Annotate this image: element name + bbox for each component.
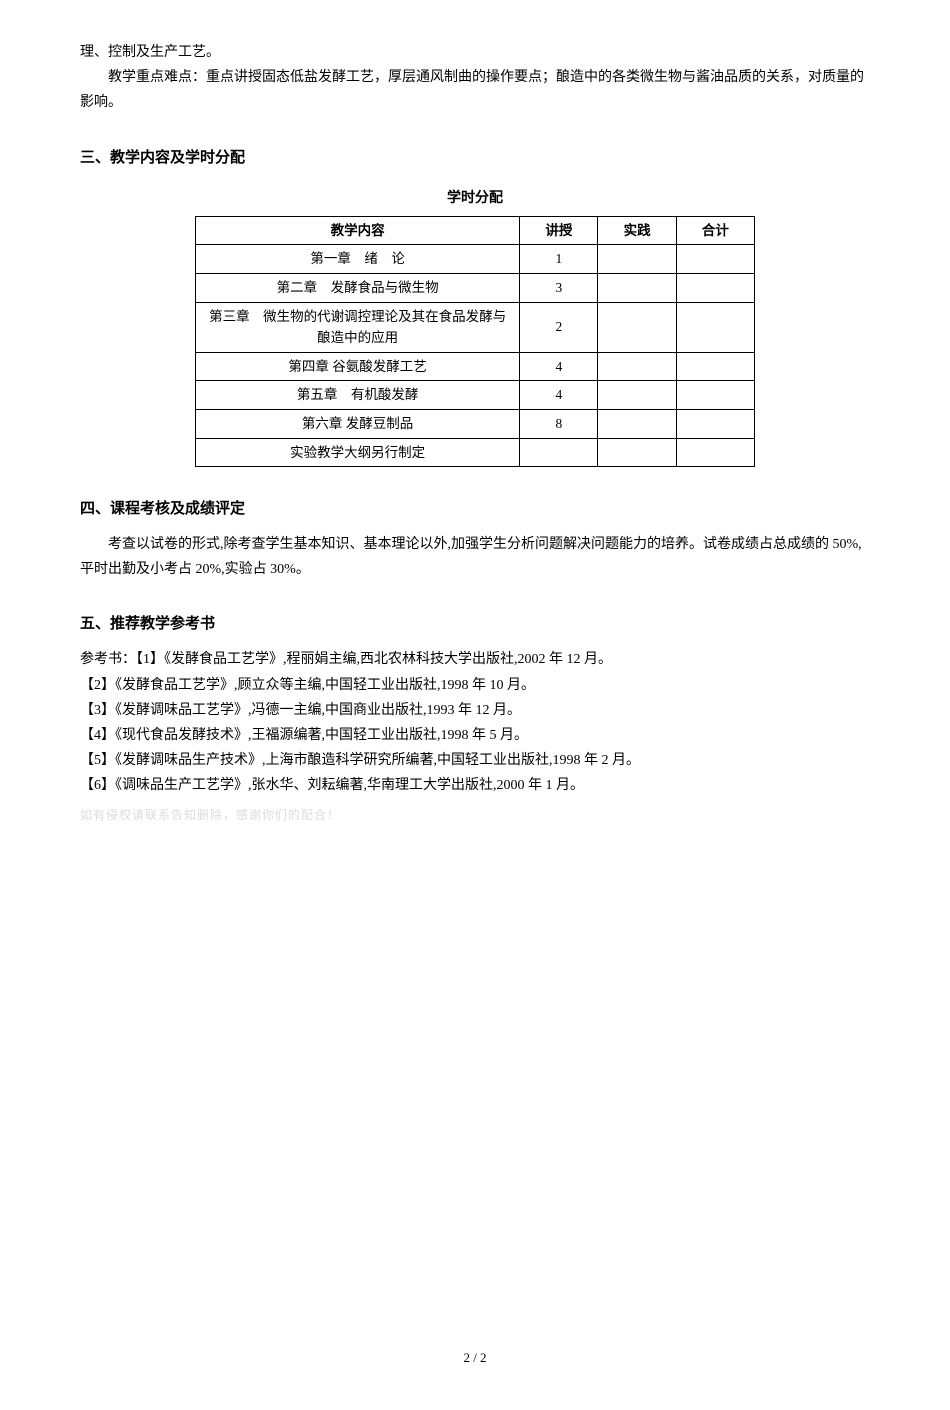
intro-line-2: 教学重点难点：重点讲授固态低盐发酵工艺，厚层通风制曲的操作要点；酿造中的各类微生… bbox=[80, 65, 870, 115]
table-row: 第六章 发酵豆制品 8 bbox=[196, 409, 755, 438]
cell: 4 bbox=[520, 352, 598, 381]
cell: 3 bbox=[520, 273, 598, 302]
cell: 第二章 发酵食品与微生物 bbox=[196, 273, 520, 302]
th-practice: 实践 bbox=[598, 216, 676, 245]
section-4-heading: 四、课程考核及成绩评定 bbox=[80, 495, 870, 522]
table-header-row: 教学内容 讲授 实践 合计 bbox=[196, 216, 755, 245]
th-content: 教学内容 bbox=[196, 216, 520, 245]
cell: 第五章 有机酸发酵 bbox=[196, 381, 520, 410]
watermark-text: 如有侵权请联系告知删除，感谢你们的配合！ bbox=[80, 805, 870, 827]
ref-line: 【3】《发酵调味品工艺学》,冯德一主编,中国商业出版社,1993 年 12 月。 bbox=[80, 698, 870, 723]
cell: 8 bbox=[520, 409, 598, 438]
section-4-body: 考查以试卷的形式,除考查学生基本知识、基本理论以外,加强学生分析问题解决问题能力… bbox=[80, 532, 870, 582]
cell bbox=[676, 438, 754, 467]
cell bbox=[598, 273, 676, 302]
cell: 第六章 发酵豆制品 bbox=[196, 409, 520, 438]
table-row: 实验教学大纲另行制定 bbox=[196, 438, 755, 467]
section-5-heading: 五、推荐教学参考书 bbox=[80, 610, 870, 637]
table-row: 第四章 谷氨酸发酵工艺 4 bbox=[196, 352, 755, 381]
intro-line-1: 理、控制及生产工艺。 bbox=[80, 40, 870, 65]
ref-line: 【2】《发酵食品工艺学》,顾立众等主编,中国轻工业出版社,1998 年 10 月… bbox=[80, 673, 870, 698]
th-total: 合计 bbox=[676, 216, 754, 245]
cell: 实验教学大纲另行制定 bbox=[196, 438, 520, 467]
ref-line: 参考书：【1】《发酵食品工艺学》,程丽娟主编,西北农林科技大学出版社,2002 … bbox=[80, 647, 870, 672]
cell: 第一章 绪 论 bbox=[196, 245, 520, 274]
references-block: 参考书：【1】《发酵食品工艺学》,程丽娟主编,西北农林科技大学出版社,2002 … bbox=[80, 647, 870, 798]
cell bbox=[676, 409, 754, 438]
cell bbox=[676, 273, 754, 302]
ref-line: 【4】《现代食品发酵技术》,王福源编著,中国轻工业出版社,1998 年 5 月。 bbox=[80, 723, 870, 748]
cell bbox=[598, 302, 676, 352]
cell bbox=[676, 245, 754, 274]
cell: 4 bbox=[520, 381, 598, 410]
table-row: 第五章 有机酸发酵 4 bbox=[196, 381, 755, 410]
cell bbox=[598, 409, 676, 438]
cell: 第三章 微生物的代谢调控理论及其在食品发酵与酿造中的应用 bbox=[196, 302, 520, 352]
cell bbox=[598, 381, 676, 410]
cell bbox=[598, 438, 676, 467]
table-caption: 学时分配 bbox=[80, 185, 870, 210]
cell bbox=[676, 352, 754, 381]
ref-line: 【5】《发酵调味品生产技术》,上海市酿造科学研究所编著,中国轻工业出版社,199… bbox=[80, 748, 870, 773]
cell bbox=[598, 245, 676, 274]
section-3-heading: 三、教学内容及学时分配 bbox=[80, 144, 870, 171]
cell: 1 bbox=[520, 245, 598, 274]
table-row: 第二章 发酵食品与微生物 3 bbox=[196, 273, 755, 302]
hours-table: 教学内容 讲授 实践 合计 第一章 绪 论 1 第二章 发酵食品与微生物 3 第… bbox=[195, 216, 755, 467]
cell bbox=[520, 438, 598, 467]
cell bbox=[676, 302, 754, 352]
cell bbox=[598, 352, 676, 381]
cell: 第四章 谷氨酸发酵工艺 bbox=[196, 352, 520, 381]
cell bbox=[676, 381, 754, 410]
table-row: 第一章 绪 论 1 bbox=[196, 245, 755, 274]
ref-label: 参考书： bbox=[80, 652, 136, 667]
page-footer: 2 / 2 bbox=[80, 1346, 870, 1369]
table-row: 第三章 微生物的代谢调控理论及其在食品发酵与酿造中的应用 2 bbox=[196, 302, 755, 352]
th-lecture: 讲授 bbox=[520, 216, 598, 245]
ref-text: 【1】《发酵食品工艺学》,程丽娟主编,西北农林科技大学出版社,2002 年 12… bbox=[136, 652, 612, 667]
ref-line: 【6】《调味品生产工艺学》,张水华、刘耘编著,华南理工大学出版社,2000 年 … bbox=[80, 773, 870, 798]
cell: 2 bbox=[520, 302, 598, 352]
